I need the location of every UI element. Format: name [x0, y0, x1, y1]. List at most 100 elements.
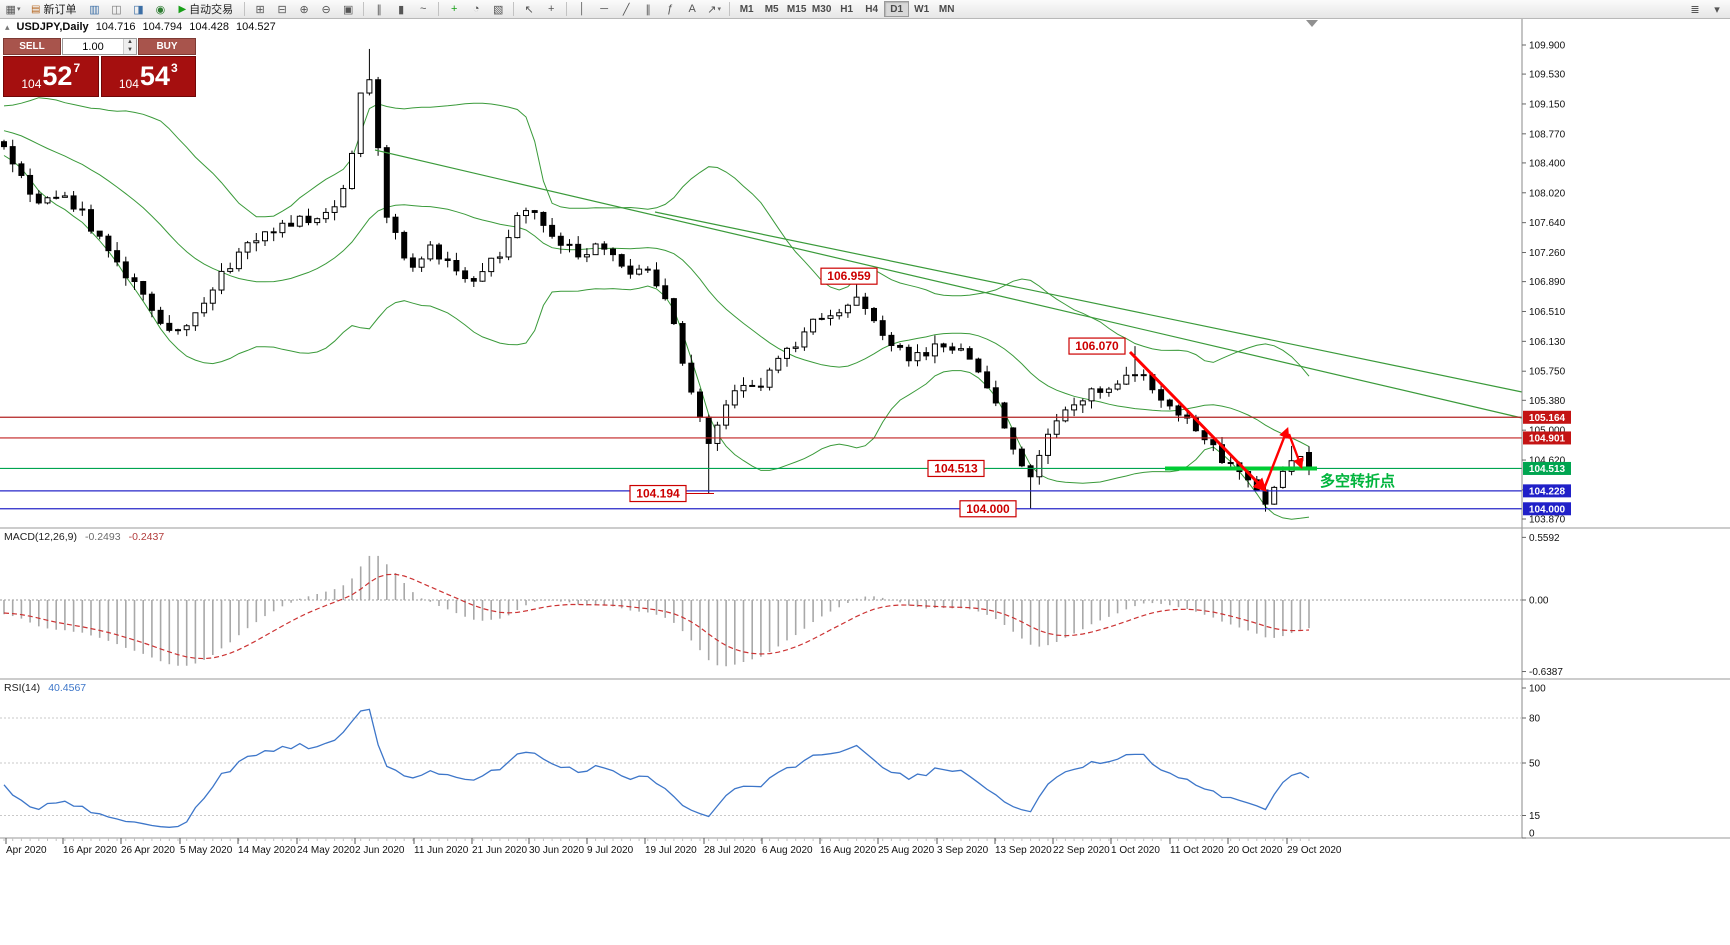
- timeframe-M1[interactable]: M1: [734, 1, 759, 17]
- templates-icon-button[interactable]: ▧: [488, 1, 508, 18]
- horizontal-line-tool-icon-button[interactable]: ─: [594, 1, 614, 18]
- buy-price-point: 3: [170, 61, 178, 75]
- charts-bar-icon: ▥: [89, 3, 100, 16]
- svg-text:80: 80: [1529, 714, 1541, 725]
- svg-text:11 Jun 2020: 11 Jun 2020: [414, 845, 469, 856]
- data-window-icon-button[interactable]: ◨: [128, 1, 148, 18]
- svg-text:103.870: 103.870: [1529, 515, 1566, 526]
- svg-text:108.020: 108.020: [1529, 188, 1566, 199]
- vertical-line-tool-icon-button[interactable]: │: [572, 1, 592, 18]
- chart-shift-marker[interactable]: [1306, 20, 1318, 27]
- period-presets-icon-button[interactable]: ◔: [466, 1, 486, 18]
- volume-input[interactable]: [63, 39, 123, 54]
- timeframe-M5[interactable]: M5: [759, 1, 784, 17]
- arrow-objects-dropdown[interactable]: ▾: [717, 6, 722, 13]
- timeframe-D1[interactable]: D1: [884, 1, 910, 17]
- crosshair-icon-button[interactable]: +: [541, 1, 561, 18]
- svg-text:26 Apr 2020: 26 Apr 2020: [121, 845, 175, 856]
- volume-increase-button[interactable]: ▲: [124, 39, 136, 47]
- trendline-tool-icon-button[interactable]: ╱: [616, 1, 636, 18]
- svg-text:104.194: 104.194: [636, 487, 680, 501]
- svg-text:109.900: 109.900: [1529, 41, 1566, 52]
- candlestick-mode-icon-button[interactable]: ▮: [391, 1, 411, 18]
- annotation-text[interactable]: 多空转折点: [1320, 472, 1395, 490]
- timeframe-M15[interactable]: M15: [784, 1, 809, 17]
- svg-text:15: 15: [1529, 811, 1541, 822]
- svg-text:106.510: 106.510: [1529, 307, 1566, 318]
- svg-text:109.530: 109.530: [1529, 70, 1566, 81]
- bar-chart-mode-icon-button[interactable]: ∥: [369, 1, 389, 18]
- timeframe-W1[interactable]: W1: [909, 1, 934, 17]
- bar-chart-mode-icon: ∥: [376, 3, 382, 16]
- trend-arrows[interactable]: [1128, 350, 1304, 492]
- indicators-list-icon-button[interactable]: +: [444, 1, 464, 18]
- svg-text:22 Sep 2020: 22 Sep 2020: [1053, 845, 1110, 856]
- macd-axis[interactable]: 0.5592 0.00 -0.6387: [1522, 533, 1563, 678]
- arrow-objects-icon-button[interactable]: ↗ ▾: [704, 1, 724, 18]
- tile-windows-icon-button[interactable]: ▣: [338, 1, 358, 18]
- svg-text:106.890: 106.890: [1529, 277, 1566, 288]
- price-callouts[interactable]: 106.959 106.070 104.513 104.194 104.000: [629, 267, 1126, 518]
- chart-close-value: 104.527: [235, 21, 276, 33]
- new-chart-dropdown[interactable]: ▾: [16, 6, 21, 13]
- sell-price-button[interactable]: 104 52 7: [3, 56, 99, 97]
- cascade-windows-icon-button[interactable]: ⊟: [272, 1, 292, 18]
- strategy-tester-icon: ◉: [155, 3, 166, 16]
- rsi-value: 40.4567: [48, 682, 87, 694]
- candlestick-mode-icon: ▮: [398, 3, 405, 16]
- bollinger-bands: [3, 97, 1310, 520]
- svg-text:多空转折点: 多空转折点: [1320, 472, 1395, 490]
- buy-price-button[interactable]: 104 54 3: [100, 56, 196, 97]
- toolbars-menu-icon: ≣: [1690, 3, 1700, 16]
- new-order-button[interactable]: ▤ 新订单: [25, 1, 82, 18]
- zoom-in-icon-button[interactable]: ⊕: [294, 1, 314, 18]
- autotrading-button[interactable]: ▶ 自动交易: [172, 1, 239, 18]
- price-axis[interactable]: 109.900 109.530 109.150 108.770 108.400 108.0…: [1521, 16, 1571, 838]
- sell-button[interactable]: SELL: [3, 38, 61, 55]
- svg-text:6 Aug 2020: 6 Aug 2020: [762, 845, 813, 856]
- svg-text:14 May 2020: 14 May 2020: [238, 845, 296, 856]
- macd-value-main: -0.2493: [84, 531, 121, 543]
- strategy-tester-icon-button[interactable]: ◉: [150, 1, 170, 18]
- arrow-objects-icon: ↗: [707, 3, 717, 16]
- timeframe-M30[interactable]: M30: [809, 1, 834, 17]
- new-window-icon: ⊞: [255, 3, 265, 16]
- period-presets-icon: ◔: [472, 3, 480, 15]
- new-chart-icon-button[interactable]: ▦ ▾: [3, 1, 23, 18]
- new-window-icon-button[interactable]: ⊞: [250, 1, 270, 18]
- market-watch-icon-button[interactable]: ◫: [106, 1, 126, 18]
- vertical-line-tool-icon: │: [578, 3, 586, 15]
- one-click-collapse-arrow[interactable]: ▴: [5, 21, 10, 32]
- cursor-icon-button[interactable]: ↖: [519, 1, 539, 18]
- buy-button[interactable]: BUY: [138, 38, 196, 55]
- svg-text:16 Apr 2020: 16 Apr 2020: [63, 845, 117, 856]
- timeframe-H4[interactable]: H4: [859, 1, 884, 17]
- line-chart-mode-icon-button[interactable]: ~: [413, 1, 433, 18]
- timeframe-H1[interactable]: H1: [834, 1, 859, 17]
- rsi-axis[interactable]: 100 80 50 15 0: [1522, 684, 1546, 840]
- one-click-trade-panel: SELL ▲ ▼ BUY 104 52 7 104 54 3: [3, 38, 196, 97]
- text-label-tool-icon-button[interactable]: A: [682, 1, 702, 18]
- toolbar-separator: [363, 2, 365, 16]
- panel-separators[interactable]: [0, 527, 1730, 839]
- timeframe-MN[interactable]: MN: [934, 1, 959, 17]
- fibonacci-tool-icon-button[interactable]: ƒ: [660, 1, 680, 18]
- svg-text:30 Jun 2020: 30 Jun 2020: [529, 845, 584, 856]
- charts-bar-icon-button[interactable]: ▥: [84, 1, 104, 18]
- cursor-icon: ↖: [524, 3, 534, 16]
- svg-text:21 Jun 2020: 21 Jun 2020: [472, 845, 527, 856]
- more-options-icon-button[interactable]: ▾: [1707, 1, 1727, 18]
- trendlines[interactable]: [374, 149, 1523, 419]
- toolbar-separator: [244, 2, 246, 16]
- svg-text:50: 50: [1529, 759, 1541, 770]
- cascade-windows-icon: ⊟: [277, 3, 287, 16]
- toolbars-menu-icon-button[interactable]: ≣: [1685, 1, 1705, 18]
- channel-tool-icon: ∥: [645, 3, 651, 16]
- svg-text:104.228: 104.228: [1529, 486, 1566, 497]
- channel-tool-icon-button[interactable]: ∥: [638, 1, 658, 18]
- date-axis[interactable]: Apr 2020 16 Apr 2020 26 Apr 2020 5 May 2020…: [3, 838, 1342, 856]
- volume-decrease-button[interactable]: ▼: [124, 46, 136, 54]
- zoom-out-icon-button[interactable]: ⊖: [316, 1, 336, 18]
- svg-text:29 Oct 2020: 29 Oct 2020: [1287, 845, 1342, 856]
